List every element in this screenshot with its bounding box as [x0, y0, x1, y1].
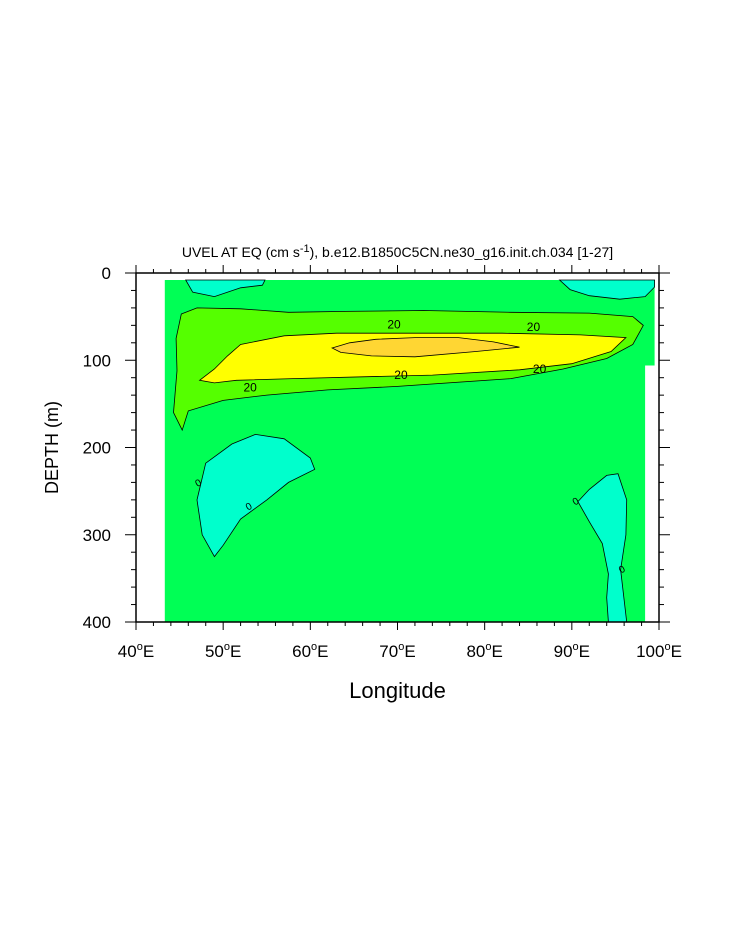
y-axis-label: DEPTH (m): [42, 401, 62, 494]
x-tick-label: 90oE: [554, 641, 590, 661]
y-tick-label: 400: [83, 613, 111, 632]
zero-contour-label: 0: [571, 496, 582, 509]
zero-contour-label: 0: [244, 501, 255, 514]
y-tick-labels: 0 100 200 300 400: [83, 264, 111, 632]
contour-region-cyan: [558, 279, 655, 300]
x-tick-label: 50oE: [205, 641, 241, 661]
y-tick-label: 300: [83, 526, 111, 545]
x-tick-label: 100oE: [636, 641, 682, 661]
contour-label: 20: [387, 317, 401, 331]
contour-region-cyan: [185, 279, 266, 298]
contour-region-cyan: [577, 473, 628, 622]
y-tick-label: 200: [83, 439, 111, 458]
contour-label: 20: [394, 368, 408, 382]
svg-text:0: 0: [571, 496, 582, 509]
zero-contour-label: 0: [193, 477, 204, 490]
svg-text:0: 0: [193, 477, 204, 490]
svg-text:0: 0: [244, 501, 255, 514]
contour-region-yellow: [198, 332, 627, 384]
contour-label: 20: [533, 362, 547, 376]
x-tick-label: 60oE: [292, 641, 328, 661]
contour-regions: [164, 279, 655, 622]
x-tick-label: 70oE: [379, 641, 415, 661]
chart-title: UVEL AT EQ (cm s-1), b.e12.B1850C5CN.ne3…: [182, 243, 613, 260]
contour-region-orange: [331, 337, 520, 358]
zero-contour-label: 0: [617, 564, 628, 577]
x-tick-label: 80oE: [466, 641, 502, 661]
contour-region-cyan: [196, 433, 316, 558]
axis-ticks: [125, 265, 670, 630]
contour-label: 20: [244, 380, 258, 394]
x-axis-label: Longitude: [349, 678, 446, 703]
svg-text:0: 0: [617, 564, 628, 577]
contour-label: 20: [527, 320, 541, 334]
y-tick-label: 0: [102, 264, 111, 283]
contour-labels: 20 20 20 20 20 0 0 0 0: [193, 317, 627, 576]
x-tick-labels: 40oE 50oE 60oE 70oE 80oE 90oE 100oE: [118, 641, 682, 661]
y-tick-label: 100: [83, 351, 111, 370]
x-tick-label: 40oE: [118, 641, 154, 661]
